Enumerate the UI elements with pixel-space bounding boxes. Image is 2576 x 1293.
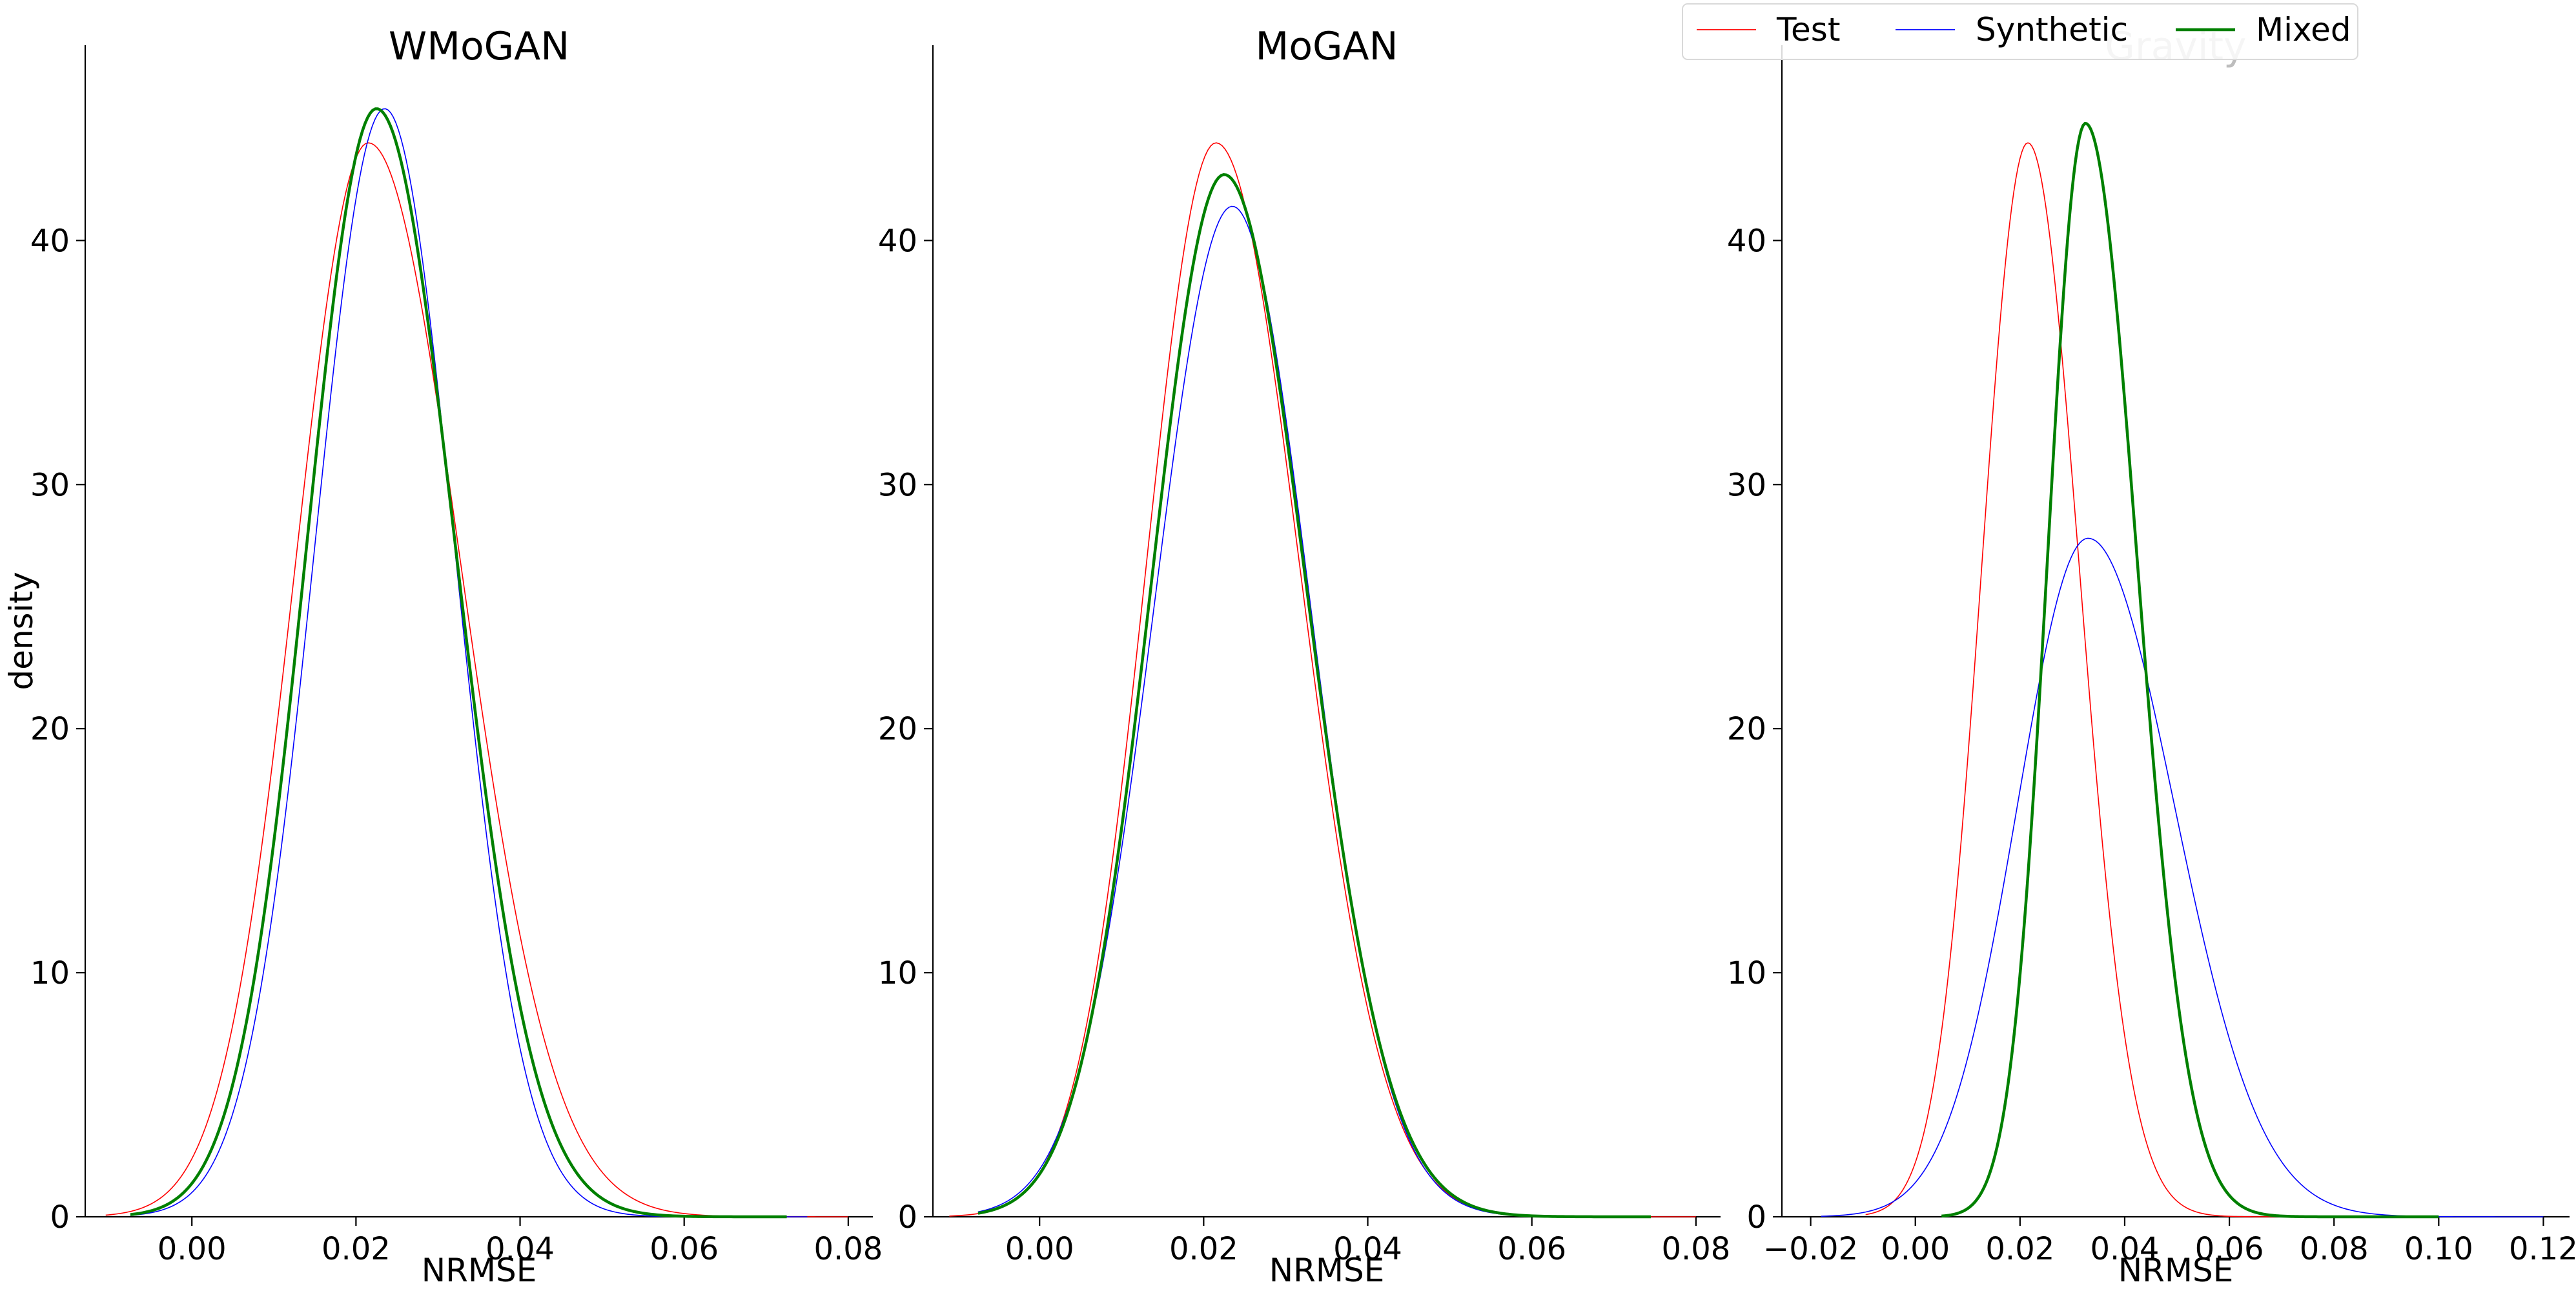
y-tick-label: 20 xyxy=(30,711,70,747)
y-tick-label: 30 xyxy=(30,467,70,503)
x-tick-label: 0.06 xyxy=(649,1231,719,1267)
x-tick-label: 0.02 xyxy=(1169,1231,1238,1267)
series-line-synthetic xyxy=(1821,537,2544,1217)
x-axis-label: NRMSE xyxy=(1269,1252,1385,1289)
y-tick-label: 0 xyxy=(897,1199,917,1236)
y-tick-label: 0 xyxy=(50,1199,70,1236)
y-tick-label: 0 xyxy=(1746,1199,1766,1236)
series-line-test xyxy=(105,142,848,1217)
x-tick-label: 0.04 xyxy=(1333,1231,1402,1267)
chart-panels: 0.00 0.02 0.04 0.06 0.08 0 10 20 30 40 WMoGAN NRMSE… xyxy=(3,24,2576,1289)
x-tick-label: 0.08 xyxy=(2300,1231,2369,1267)
legend-entry-test: Test xyxy=(1697,11,1840,48)
x-tick-label: −0.02 xyxy=(1763,1231,1858,1267)
series-line-synthetic xyxy=(977,205,1651,1217)
y-tick-label: 40 xyxy=(30,223,70,259)
y-tick-label: 20 xyxy=(878,711,917,747)
series-line-mixed xyxy=(977,173,1651,1219)
x-tick-label: 0.02 xyxy=(1985,1231,2054,1267)
y-tick-label: 10 xyxy=(1727,955,1766,991)
x-tick-label: 0.12 xyxy=(2509,1231,2576,1267)
legend-label: Test xyxy=(1776,11,1840,48)
panel-wmogan: 0.00 0.02 0.04 0.06 0.08 0 10 20 30 40 WMoGAN NRMSE… xyxy=(3,24,883,1289)
legend-label: Synthetic xyxy=(1976,11,2128,48)
x-tick-label: 0.04 xyxy=(486,1231,555,1267)
y-tick-label: 20 xyxy=(1727,711,1766,747)
legend-label: Mixed xyxy=(2256,11,2351,48)
legend-entry-synthetic: Synthetic xyxy=(1896,11,2128,48)
panel-title: WMoGAN xyxy=(389,24,569,69)
series-line-test xyxy=(949,142,1696,1217)
y-tick-label: 10 xyxy=(30,955,70,991)
y-axis-label: density xyxy=(3,572,40,690)
x-axis-label: NRMSE xyxy=(422,1252,537,1289)
x-tick-label: 0.06 xyxy=(1497,1231,1566,1267)
legend-frame xyxy=(1682,3,2358,60)
x-tick-label: 0.04 xyxy=(2090,1231,2160,1267)
legend-entry-mixed: Mixed xyxy=(2176,11,2351,48)
x-tick-label: 0.00 xyxy=(1881,1231,1950,1267)
panel-gravity: −0.02 0.00 0.02 0.04 0.06 0.08 0.10 0.12 0 10 20 30… xyxy=(1727,24,2576,1289)
y-tick-label: 10 xyxy=(878,955,917,991)
series-line-mixed xyxy=(1941,121,2439,1219)
x-tick-label: 0.08 xyxy=(1661,1231,1730,1267)
x-tick-label: 0.00 xyxy=(1005,1231,1074,1267)
y-tick-label: 30 xyxy=(1727,467,1766,503)
x-tick-label: 0.08 xyxy=(813,1231,883,1267)
x-tick-label: 0.06 xyxy=(2195,1231,2264,1267)
y-tick-label: 30 xyxy=(878,467,917,503)
panel-mogan: 0.00 0.02 0.04 0.06 0.08 0 10 20 30 40 MoGAN NRMSE xyxy=(878,24,1730,1289)
y-tick-label: 40 xyxy=(878,223,917,259)
legend: Test Synthetic Mixed xyxy=(1682,3,2358,60)
series-line-test xyxy=(1865,142,2387,1217)
panel-title: MoGAN xyxy=(1256,24,1398,69)
y-tick-label: 40 xyxy=(1727,223,1766,259)
x-tick-label: 0.02 xyxy=(322,1231,391,1267)
x-tick-label: 0.10 xyxy=(2404,1231,2473,1267)
series-line-mixed xyxy=(130,107,787,1219)
x-axis-label: NRMSE xyxy=(2118,1252,2234,1289)
x-tick-label: 0.00 xyxy=(158,1231,227,1267)
